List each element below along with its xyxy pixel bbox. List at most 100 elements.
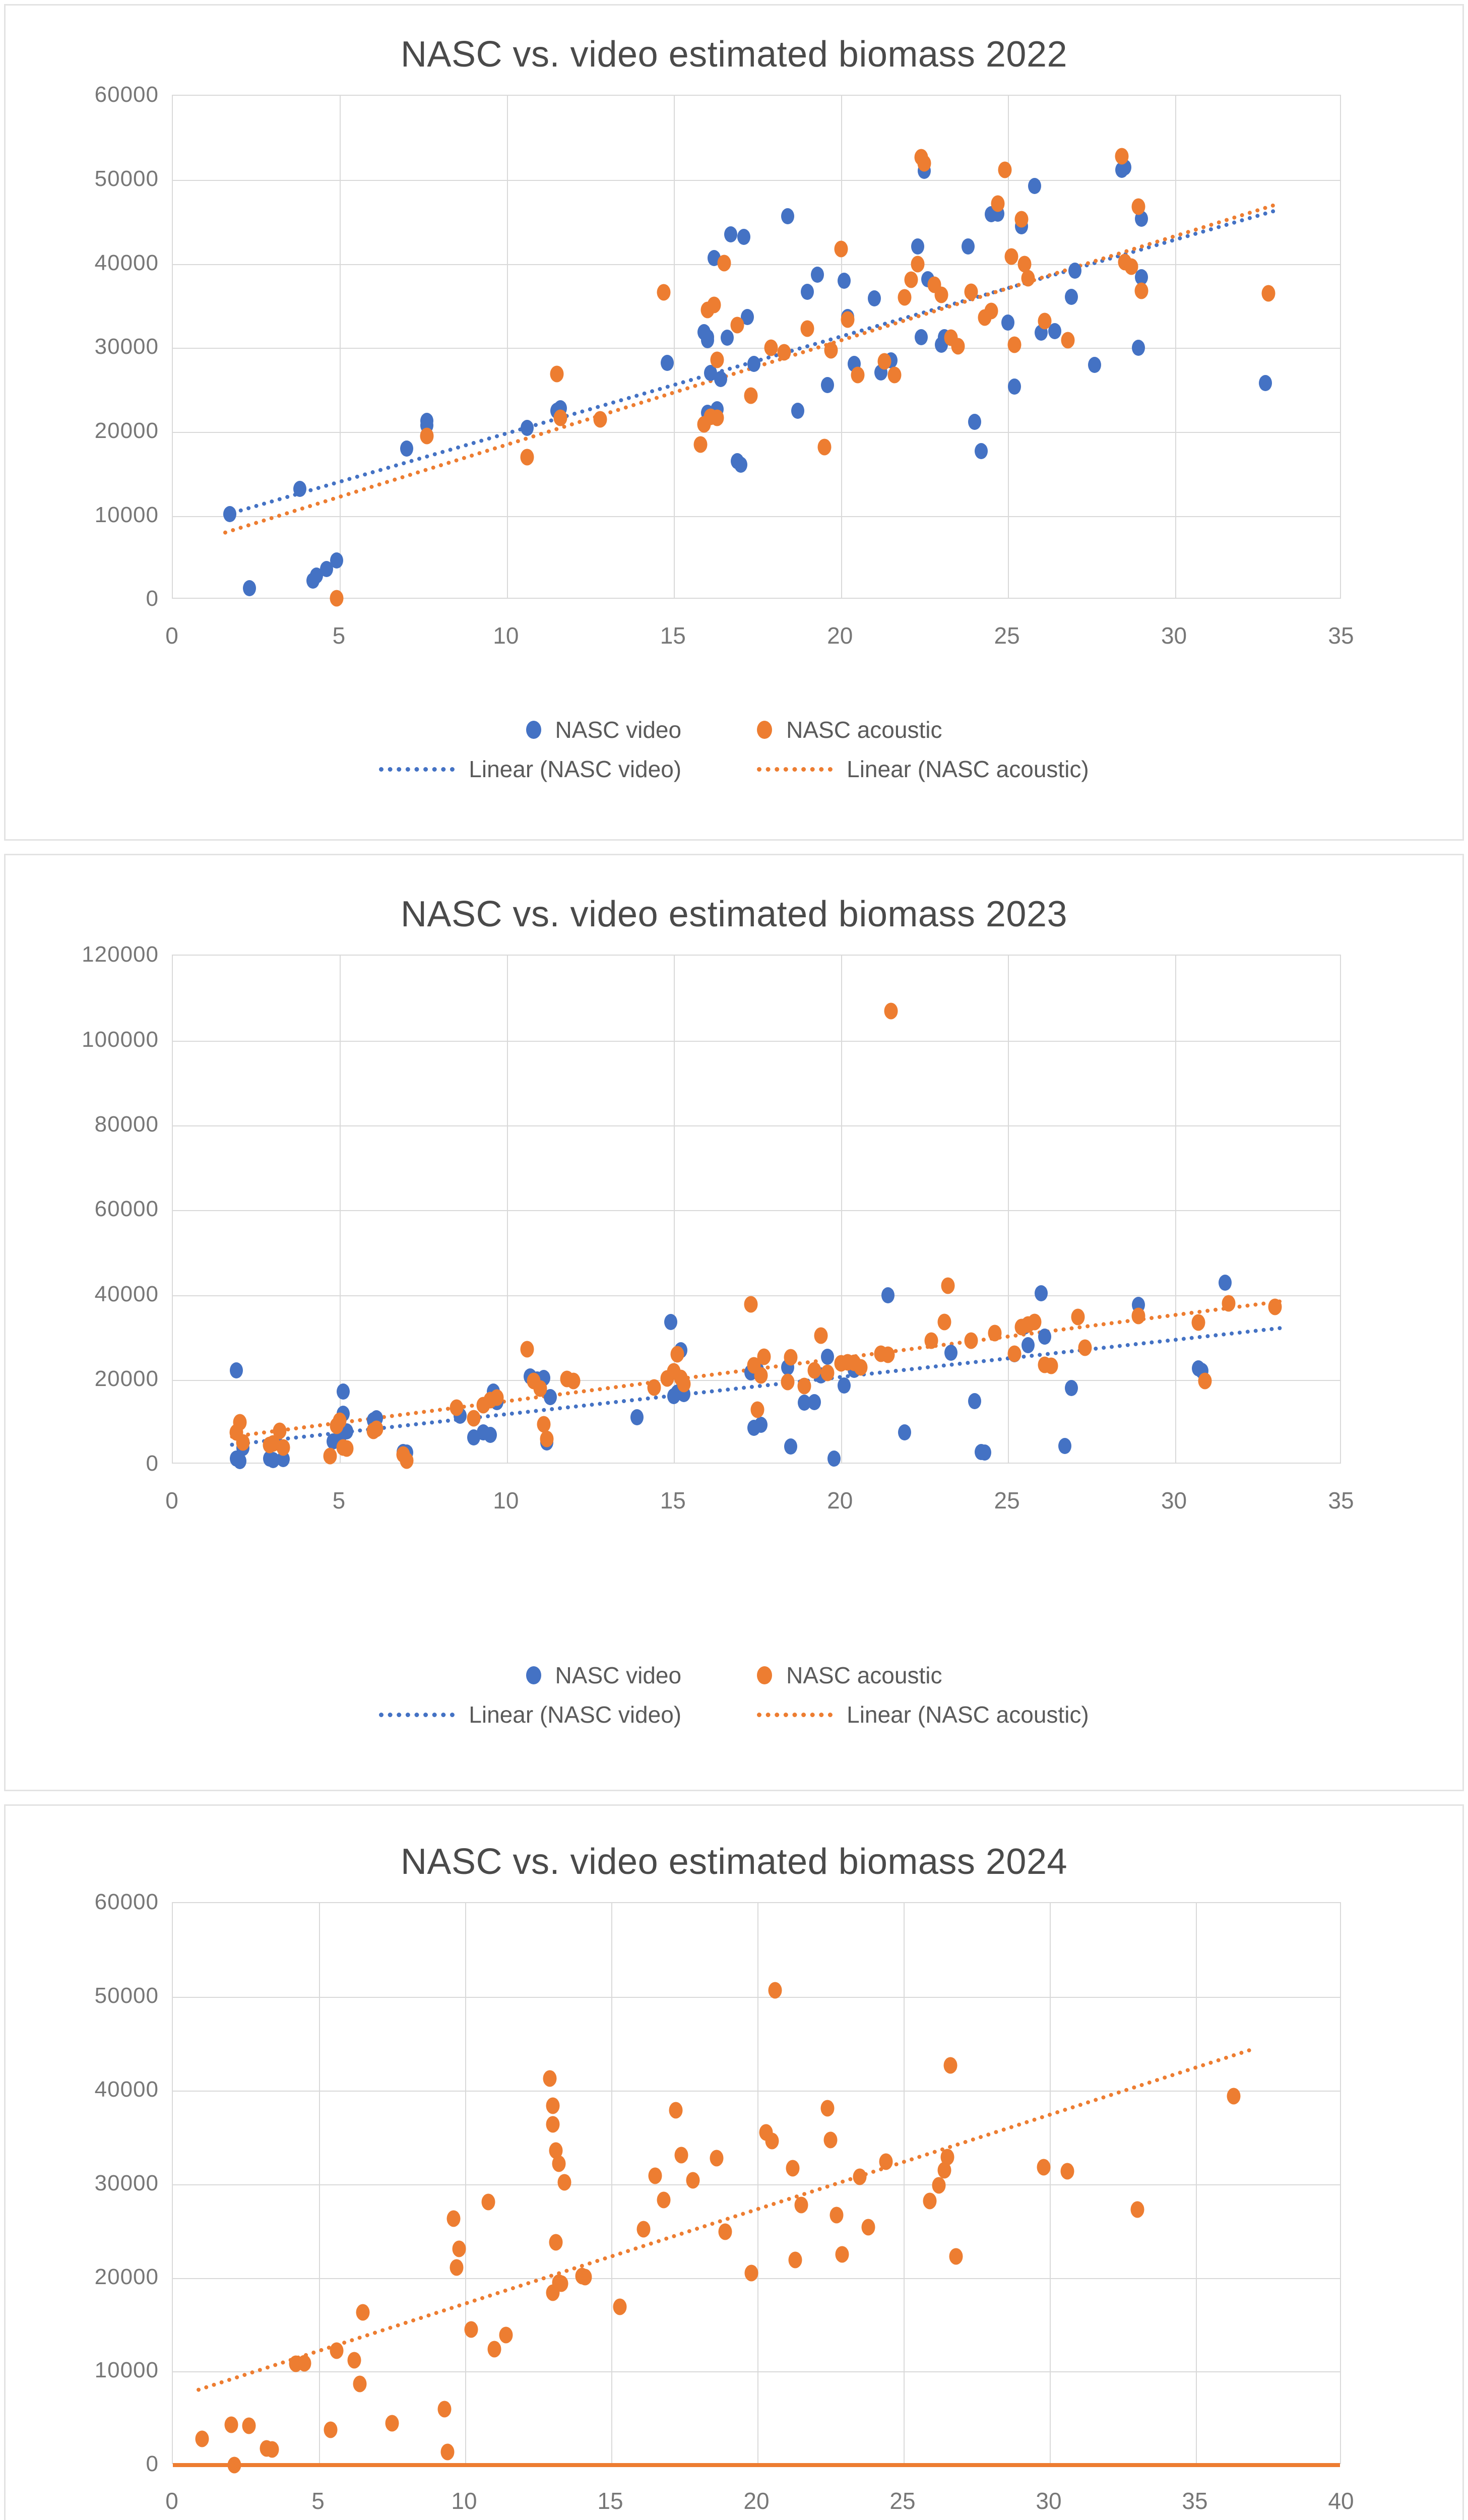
scatter-point [1014,211,1029,228]
scatter-point [324,2421,338,2438]
legend-item-linear-nasc-video[interactable]: Linear (NASC video) [379,1701,681,1728]
scatter-point [943,2057,958,2074]
scatter-point [369,1420,384,1437]
scatter-point [578,2269,592,2286]
scatter-point [553,409,567,426]
scatter-point [533,1380,547,1397]
gridline-horizontal [173,516,1340,517]
scatter-point [483,1427,497,1443]
scatter-point [1227,2088,1241,2105]
scatter-point [1058,1438,1071,1455]
scatter-point [450,1399,464,1416]
scatter-point [718,2223,732,2240]
gridline-horizontal [173,1295,1340,1296]
scatter-point [554,2275,568,2292]
scatter-point [827,1450,841,1467]
scatter-point [224,2416,238,2433]
scatter-point [829,2207,844,2224]
scatter-point [734,456,747,473]
scatter-point [1037,2159,1051,2176]
legend-item-linear-nasc-video[interactable]: Linear (NASC video) [379,755,681,783]
legend-label: NASC acoustic [786,717,942,743]
scatter-point [1007,336,1022,353]
scatter-point [540,1430,554,1447]
scatter-point [669,2102,683,2119]
scatter-point [881,1346,895,1363]
x-axis-tick-label: 5 [311,2488,325,2514]
scatter-point [932,2177,946,2194]
scatter-point [940,2149,954,2166]
scatter-point [710,2150,724,2167]
scatter-point [781,208,794,224]
scatter-point [898,1424,911,1441]
scatter-point [797,1377,811,1395]
x-axis-tick-label: 5 [332,622,346,649]
scatter-point [276,1439,290,1456]
y-axis-tick-label: 30000 [94,2170,159,2195]
legend-label: Linear (NASC acoustic) [847,1702,1089,1728]
legend-marker-icon [757,721,773,739]
legend-row-trendlines: Linear (NASC video) Linear (NASC acousti… [379,755,1089,783]
scatter-point [520,419,534,436]
y-axis-tick-label: 20000 [94,1366,159,1391]
scatter-point [593,411,607,428]
scatter-point [724,226,737,243]
gridline-horizontal [173,2184,1340,2185]
scatter-point [1028,1313,1042,1331]
scatter-point [951,338,965,355]
y-axis-tick-label: 60000 [94,82,159,107]
y-axis-tick-label: 40000 [94,250,159,275]
legend-item-nasc-video[interactable]: NASC video [526,716,681,743]
x-axis-tick-label: 0 [165,1487,178,1514]
scatter-point [677,1375,691,1393]
scatter-point [911,238,925,255]
scatter-point [811,267,824,283]
scatter-point [824,342,838,359]
scatter-point [337,1383,350,1400]
scatter-point [917,155,931,172]
legend-item-nasc-video[interactable]: NASC video [526,1662,681,1689]
plot-area-2024 [172,1902,1341,2474]
scatter-point [835,2246,849,2263]
legend-item-linear-nasc-acoustic[interactable]: Linear (NASC acoustic) [757,755,1089,783]
scatter-point [887,366,902,384]
x-axis-tick-label: 5 [332,1487,346,1514]
y-axis-tick-label: 30000 [94,334,159,359]
scatter-point [353,2375,367,2392]
scatter-point [452,2240,466,2257]
scatter-point [347,2352,361,2369]
legend-dash-icon [757,767,833,772]
scatter-point [499,2326,513,2344]
chart-legend-2023: NASC video NASC acoustic Linear (NASC vi… [6,1662,1462,1728]
gridline-vertical [1175,96,1176,598]
scatter-point [800,320,814,337]
scatter-point [807,1362,821,1379]
legend-item-nasc-acoustic[interactable]: NASC acoustic [757,1662,942,1689]
scatter-point [807,1394,821,1410]
scatter-point [788,2251,802,2269]
legend-label: Linear (NASC acoustic) [847,756,1089,782]
scatter-point [297,2355,311,2372]
chart-panel-2024: NASC vs. video estimated biomass 2024 60… [4,1804,1464,2520]
y-axis-tick-label: 60000 [94,1196,159,1222]
gridline-vertical [1008,956,1009,1463]
x-axis-tick-label: 20 [827,1487,853,1514]
gridline-horizontal [173,264,1340,265]
scatter-point [714,370,728,387]
legend-item-nasc-acoustic[interactable]: NASC acoustic [757,716,942,743]
zero-baseline [173,2463,1340,2468]
scatter-point [1060,2163,1074,2180]
x-axis-tick-label: 30 [1161,1487,1187,1514]
legend-label: Linear (NASC video) [469,756,682,782]
scatter-point [385,2415,399,2432]
gridline-horizontal [173,1210,1340,1212]
scatter-point [265,2441,279,2458]
scatter-point [330,2342,344,2359]
scatter-point [707,296,721,313]
gridline-vertical [674,956,675,1463]
plot-area-2022 [172,95,1341,607]
scatter-point [613,2298,627,2315]
legend-item-linear-nasc-acoustic[interactable]: Linear (NASC acoustic) [757,1701,1089,1728]
scatter-point [978,1444,991,1461]
scatter-point [777,344,791,361]
